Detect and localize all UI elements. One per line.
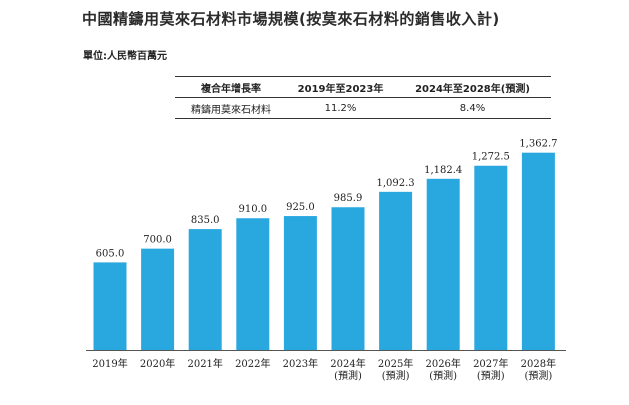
data-label-1: 700.0 [143,235,172,246]
x-tick-label-7-1: (預測) [429,369,457,382]
x-tick-label-4-0: 2023年 [283,357,318,370]
x-tick-label-1-0: 2020年 [140,357,175,370]
bar-1 [141,248,175,350]
x-tick-label-5-0: 2024年 [330,357,365,370]
bar-5 [331,207,365,350]
data-label-3: 910.0 [238,204,267,215]
bar-0 [93,262,127,350]
data-label-4: 925.0 [286,202,315,213]
x-tick-label-2-0: 2021年 [187,357,222,370]
data-label-5: 985.9 [334,193,363,204]
x-tick-label-6-0: 2025年 [378,357,413,370]
cagr-header-label: 複合年增長率 [175,76,287,98]
cagr-header-row: 複合年增長率 2019年至2023年 2024年至2028年(預測) [175,76,551,98]
bar-2 [188,229,222,350]
cagr-value-2019-2023: 11.2% [287,97,394,119]
x-tick-label-0-0: 2019年 [92,357,127,370]
data-label-9: 1,362.7 [519,139,557,150]
cagr-data-row: 精鑄用莫來石材料 11.2% 8.4% [175,97,551,119]
data-label-7: 1,182.4 [424,165,462,176]
unit-label: 單位:人民幣百萬元 [83,51,167,62]
x-tick-label-7-0: 2026年 [425,357,460,370]
x-tick-label-6-1: (預測) [382,369,410,382]
x-tick-label-9-1: (預測) [524,369,552,382]
data-label-2: 835.0 [191,215,220,226]
x-tick-label-9-0: 2028年 [521,357,556,370]
bar-7 [426,178,460,350]
x-tick-label-8-0: 2027年 [473,357,508,370]
cagr-header-2024-2028: 2024年至2028年(預測) [394,76,551,98]
bar-6 [379,191,413,350]
x-tick-label-8-1: (預測) [477,369,505,382]
data-label-6: 1,092.3 [377,178,415,189]
cagr-header-2019-2023: 2019年至2023年 [287,76,394,98]
x-tick-label-5-1: (預測) [334,369,362,382]
data-label-0: 605.0 [96,248,125,259]
bar-8 [474,165,508,350]
bar-4 [283,216,317,350]
cagr-table: 複合年增長率 2019年至2023年 2024年至2028年(預測) 精鑄用莫來… [175,76,551,119]
bar-9 [521,152,555,350]
data-label-8: 1,272.5 [472,152,510,163]
x-tick-label-3-0: 2022年 [235,357,270,370]
cagr-row-label: 精鑄用莫來石材料 [175,97,287,119]
cagr-value-2024-2028: 8.4% [394,97,551,119]
chart-title: 中國精鑄用莫來石材料市場規模(按莫來石材料的銷售收入計) [82,10,500,28]
bar-3 [236,218,270,350]
